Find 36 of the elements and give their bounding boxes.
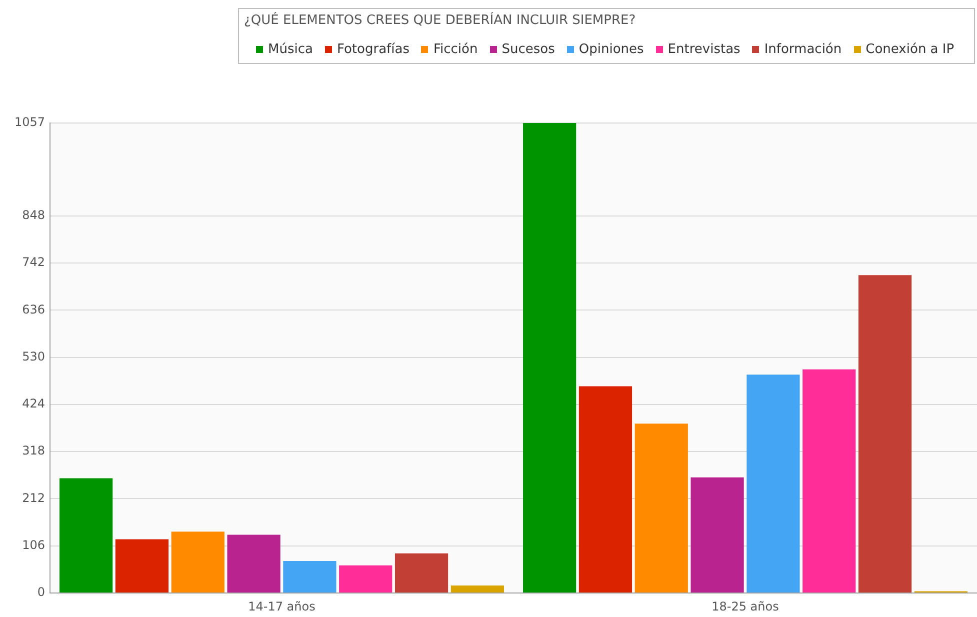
- y-tick-label: 1057: [14, 115, 45, 130]
- bar: [283, 560, 336, 592]
- bar: [634, 424, 688, 592]
- bar: [227, 534, 280, 592]
- x-tick-label: 14-17 años: [248, 599, 316, 614]
- y-tick-label: 0: [37, 585, 45, 600]
- legend-label: Entrevistas: [668, 42, 740, 57]
- bar: [171, 532, 224, 592]
- bar: [523, 123, 576, 592]
- bar: [578, 386, 632, 592]
- x-tick-label: 18-25 años: [712, 599, 779, 614]
- bar: [60, 478, 113, 592]
- bar: [858, 275, 912, 592]
- legend-title: ¿QUÉ ELEMENTOS CREES QUE DEBERÍAN INCLUIR SIEMPRE?: [244, 13, 636, 28]
- y-tick-label: 106: [22, 538, 45, 552]
- bar: [690, 477, 744, 592]
- legend-label: Sucesos: [502, 42, 555, 57]
- bar: [450, 585, 504, 592]
- legend-label: Información: [764, 42, 842, 57]
- bar: [746, 374, 800, 592]
- bar: [394, 553, 448, 592]
- legend-label: Opiniones: [578, 42, 644, 57]
- legend-label: Conexión a IP: [866, 42, 954, 57]
- y-tick-label: 848: [22, 208, 45, 222]
- y-tick-label: 636: [22, 302, 45, 316]
- bar: [802, 369, 856, 592]
- bar: [115, 539, 169, 592]
- legend-label: Música: [268, 42, 313, 57]
- y-tick-label: 530: [22, 349, 45, 364]
- y-tick-label: 742: [22, 255, 45, 270]
- bar: [339, 565, 392, 592]
- y-tick-label: 424: [22, 396, 45, 411]
- legend-label: Ficción: [433, 42, 478, 57]
- legend-label: Fotografías: [336, 42, 410, 57]
- y-tick-label: 318: [22, 444, 45, 458]
- y-tick-label: 212: [22, 490, 45, 505]
